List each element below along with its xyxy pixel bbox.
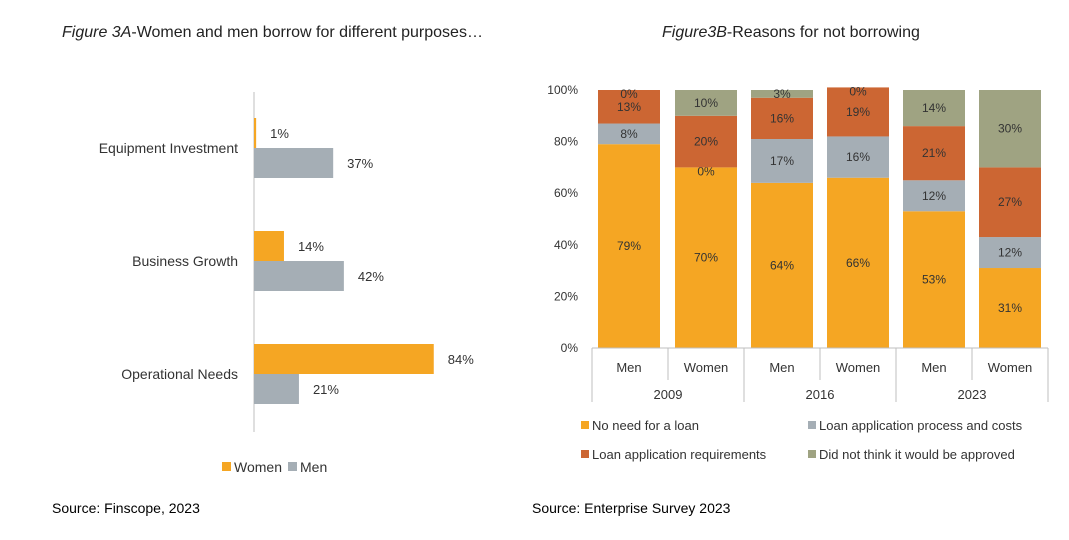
legend-label: Women [234, 459, 282, 475]
bar-segment [903, 126, 965, 181]
bar-segment [675, 167, 737, 348]
legend-swatch [288, 462, 297, 471]
bar-segment [979, 167, 1041, 238]
legend-swatch [808, 421, 816, 429]
bar-segment [598, 144, 660, 348]
data-label: 84% [448, 352, 474, 367]
figure-3a-title-rest: -Women and men borrow for different purp… [131, 24, 483, 41]
figure-3b-title-italic: Figure3B [662, 24, 727, 41]
bar-segment [598, 90, 660, 124]
x-category-label: Women [684, 360, 729, 375]
data-label: 66% [846, 256, 870, 270]
figure-3a-chart: Equipment Investment 1% 37% Business Growth… [99, 92, 474, 475]
legend-swatch [222, 462, 231, 471]
data-label: 53% [922, 273, 946, 287]
figure-3b-title-rest: -Reasons for not borrowing [726, 24, 920, 41]
data-label: 16% [770, 111, 794, 125]
data-label: 8% [620, 127, 638, 141]
data-label: 79% [617, 239, 641, 253]
data-label: 14% [922, 101, 946, 115]
figure-3a-source: Source: Finscope, 2023 [52, 500, 200, 516]
y-tick-label: 40% [554, 238, 578, 252]
y-tick-label: 100% [547, 83, 578, 97]
data-label: 21% [922, 146, 946, 160]
figure-3b-title: Figure3B-Reasons for not borrowing [662, 24, 920, 42]
bar-women [254, 231, 284, 261]
bar-segment [979, 90, 1041, 168]
x-category-label: Men [616, 360, 641, 375]
data-label: 3% [773, 87, 791, 101]
data-label: 31% [998, 301, 1022, 315]
data-label: 16% [846, 150, 870, 164]
data-label: 37% [347, 156, 373, 171]
bar-segment [827, 177, 889, 348]
bar-men [254, 148, 334, 178]
data-label: 0% [620, 87, 638, 101]
bar-women [254, 118, 257, 148]
x-category-label: Men [769, 360, 794, 375]
x-group-label: 2023 [958, 387, 987, 402]
legend-swatch [581, 450, 589, 458]
bar-segment [751, 139, 813, 183]
data-label: 0% [697, 164, 715, 178]
data-label: 19% [846, 105, 870, 119]
data-label: 0% [849, 84, 867, 98]
data-label: 12% [998, 246, 1022, 260]
bar-segment [903, 211, 965, 348]
data-label: 1% [270, 126, 289, 141]
data-label: 20% [694, 135, 718, 149]
legend-label: Men [300, 459, 327, 475]
category-label: Equipment Investment [99, 140, 238, 156]
legend-label: No need for a loan [592, 418, 699, 433]
data-label: 64% [770, 258, 794, 272]
data-label: 13% [617, 100, 641, 114]
data-label: 70% [694, 251, 718, 265]
figure-3b-chart: 0%20%40%60%80%100%79%8%13%0%70%0%20%10%6… [547, 83, 1049, 462]
bar-segment [751, 182, 813, 348]
bar-segment [979, 237, 1041, 269]
data-label: 42% [358, 269, 384, 284]
bar-segment [675, 115, 737, 168]
y-tick-label: 20% [554, 289, 578, 303]
bar-segment [979, 268, 1041, 348]
legend-label: Loan application process and costs [819, 418, 1023, 433]
legend-swatch [808, 450, 816, 458]
data-label: 30% [998, 122, 1022, 136]
data-label: 17% [770, 154, 794, 168]
figure-3b-source: Source: Enterprise Survey 2023 [532, 500, 731, 516]
data-label: 10% [694, 96, 718, 110]
bar-men [254, 261, 344, 291]
figure-3a-title-italic: Figure 3A [62, 24, 132, 41]
category-label: Operational Needs [121, 366, 238, 382]
y-tick-label: 0% [561, 341, 579, 355]
x-category-label: Women [836, 360, 881, 375]
x-category-label: Women [988, 360, 1033, 375]
x-group-label: 2009 [654, 387, 683, 402]
bar-segment [675, 90, 737, 116]
bar-segment [903, 90, 965, 127]
legend-label: Loan application requirements [592, 447, 767, 462]
bar-segment [827, 136, 889, 178]
y-tick-label: 60% [554, 186, 578, 200]
bar-men [254, 374, 299, 404]
legend-swatch [581, 421, 589, 429]
data-label: 27% [998, 195, 1022, 209]
figure-3a-title: Figure 3A-Women and men borrow for diffe… [62, 24, 483, 42]
y-tick-label: 80% [554, 135, 578, 149]
bar-women [254, 344, 434, 374]
bar-segment [903, 180, 965, 212]
x-group-label: 2016 [806, 387, 835, 402]
data-label: 14% [298, 239, 324, 254]
data-label: 12% [922, 189, 946, 203]
bar-segment [598, 123, 660, 145]
data-label: 21% [313, 382, 339, 397]
x-category-label: Men [921, 360, 946, 375]
bar-segment [751, 97, 813, 140]
bar-segment [751, 90, 813, 98]
legend-label: Did not think it would be approved [819, 447, 1015, 462]
category-label: Business Growth [132, 253, 238, 269]
bar-segment [827, 87, 889, 137]
